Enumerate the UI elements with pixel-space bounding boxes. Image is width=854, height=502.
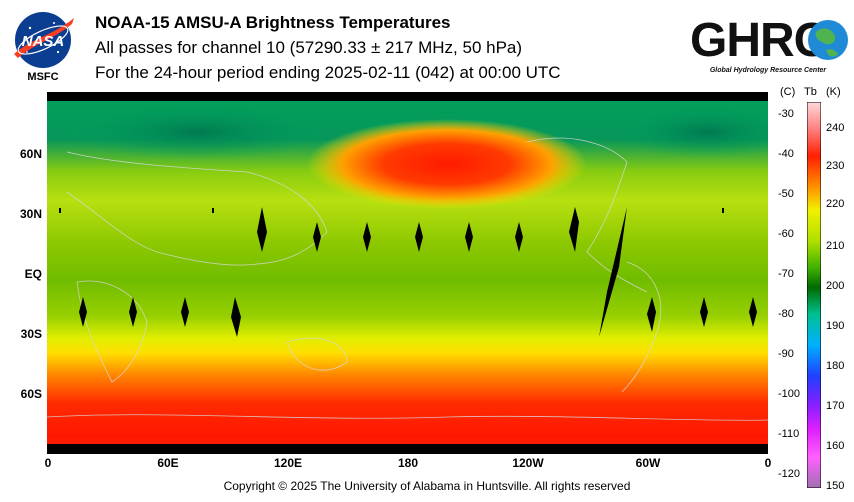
- colorbar-celsius-tick: -40: [778, 148, 794, 160]
- lat-label-60n: 60N: [19, 147, 42, 161]
- lon-label-60e: 60E: [157, 456, 179, 470]
- colorbar-kelvin-tick: 150: [826, 480, 845, 492]
- colorbar-unit-tb: Tb: [804, 86, 817, 98]
- colorbar-celsius-tick: -100: [778, 388, 801, 400]
- svg-text:NASA: NASA: [22, 33, 65, 50]
- colorbar-kelvin-tick: 160: [826, 440, 845, 452]
- colorbar-celsius-tick: -30: [778, 108, 794, 120]
- ghrc-logo: GHRC Global Hydrology Resource Center: [688, 6, 848, 78]
- colorbar-celsius-tick: -50: [778, 188, 794, 200]
- colorbar-kelvin-tick: 170: [826, 400, 845, 412]
- colorbar-celsius-tick: -70: [778, 268, 794, 280]
- lon-label-120e: 120E: [273, 456, 303, 470]
- colorbar-kelvin-tick: 180: [826, 360, 845, 372]
- colorbar-kelvin-tick: 230: [826, 160, 845, 172]
- lon-label-120w: 120W: [512, 456, 544, 470]
- lon-label-180: 180: [397, 456, 419, 470]
- lat-label-30n: 30N: [19, 207, 42, 221]
- lat-label-eq: EQ: [24, 267, 42, 281]
- lon-label-60w: 60W: [635, 456, 661, 470]
- lat-label-60s: 60S: [20, 387, 42, 401]
- svg-text:GHRC: GHRC: [690, 14, 828, 67]
- colorbar-kelvin-tick: 190: [826, 320, 845, 332]
- lon-label-0-left: 0: [44, 456, 52, 470]
- colorbar-celsius-tick: -110: [778, 428, 800, 440]
- svg-text:Global Hydrology Resource Cent: Global Hydrology Resource Center: [710, 67, 828, 74]
- svg-text:MSFC: MSFC: [27, 71, 58, 83]
- colorbar-kelvin-tick: 200: [826, 280, 845, 292]
- colorbar: [806, 101, 822, 489]
- colorbar-unit-kelvin: (K): [826, 86, 841, 98]
- channel-subtitle: All passes for channel 10 (57290.33 ± 21…: [95, 38, 523, 57]
- nasa-logo: NASA MSFC: [10, 8, 76, 84]
- colorbar-celsius-tick: -90: [778, 348, 794, 360]
- title-block: NOAA-15 AMSU-A Brightness Temperatures A…: [95, 10, 561, 85]
- colorbar-kelvin-tick: 210: [826, 240, 845, 252]
- lon-label-0-right: 0: [764, 456, 772, 470]
- period-subtitle: For the 24-hour period ending 2025-02-11…: [95, 63, 561, 82]
- colorbar-kelvin-tick: 220: [826, 198, 845, 210]
- brightness-temperature-map: [46, 92, 797, 454]
- colorbar-celsius-tick: -80: [778, 308, 794, 320]
- copyright-notice: Copyright © 2025 The University of Alaba…: [223, 479, 631, 493]
- colorbar-celsius-tick: -60: [778, 228, 794, 240]
- colorbar-unit-celsius: (C): [780, 86, 796, 98]
- colorbar-kelvin-tick: 240: [826, 122, 845, 134]
- colorbar-celsius-tick: -120: [778, 468, 801, 480]
- page-title: NOAA-15 AMSU-A Brightness Temperatures: [95, 13, 451, 32]
- lat-label-30s: 30S: [20, 327, 42, 341]
